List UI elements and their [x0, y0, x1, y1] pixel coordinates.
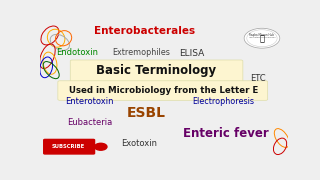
Text: Electrophoresis: Electrophoresis — [193, 98, 254, 107]
Circle shape — [95, 143, 107, 150]
FancyBboxPatch shape — [44, 139, 95, 154]
Text: SUBSCRIBE: SUBSCRIBE — [52, 144, 85, 149]
Text: Enterobacterales: Enterobacterales — [93, 26, 195, 36]
Text: Basic Terminology: Basic Terminology — [97, 64, 217, 77]
FancyBboxPatch shape — [70, 60, 243, 82]
Text: Enteric fever: Enteric fever — [183, 127, 269, 140]
Circle shape — [244, 28, 280, 48]
Text: Raqba Micron Hub: Raqba Micron Hub — [250, 33, 275, 37]
Text: ETC: ETC — [251, 74, 266, 83]
Text: Endotoxin: Endotoxin — [56, 48, 98, 57]
Text: Exotoxin: Exotoxin — [121, 139, 157, 148]
Text: 🎓: 🎓 — [260, 35, 264, 44]
FancyBboxPatch shape — [58, 81, 268, 100]
Text: Enterotoxin: Enterotoxin — [65, 98, 113, 107]
Text: Extremophiles: Extremophiles — [113, 48, 171, 57]
Text: ESBL: ESBL — [127, 106, 166, 120]
Text: Eubacteria: Eubacteria — [67, 118, 112, 127]
Text: ELISA: ELISA — [179, 49, 204, 58]
Text: Used in Microbiology from the Letter E: Used in Microbiology from the Letter E — [69, 86, 259, 95]
Text: laboratory microbiology: laboratory microbiology — [249, 37, 275, 38]
